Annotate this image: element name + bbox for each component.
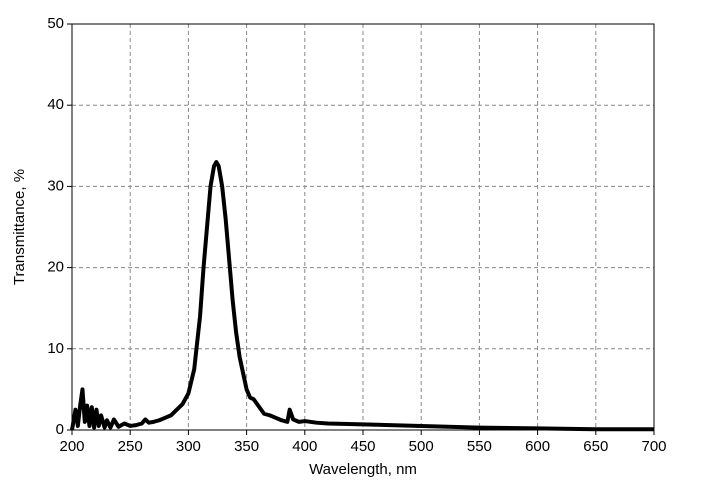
x-tick-label: 200	[59, 438, 84, 455]
x-tick-label: 600	[525, 438, 550, 455]
x-axis-label: Wavelength, nm	[309, 461, 417, 478]
x-tick-label: 400	[292, 438, 317, 455]
x-tick-label: 450	[350, 438, 375, 455]
y-tick-label: 50	[47, 15, 64, 32]
x-tick-label: 350	[234, 438, 259, 455]
y-tick-label: 30	[47, 177, 64, 194]
y-tick-label: 40	[47, 96, 64, 113]
x-tick-label: 650	[583, 438, 608, 455]
x-tick-label: 300	[176, 438, 201, 455]
y-axis-label: Transmittance, %	[11, 169, 28, 285]
y-tick-label: 0	[56, 421, 64, 438]
x-tick-label: 550	[467, 438, 492, 455]
x-tick-label: 500	[409, 438, 434, 455]
x-tick-label: 250	[118, 438, 143, 455]
y-tick-label: 10	[47, 340, 64, 357]
y-tick-label: 20	[47, 259, 64, 276]
data-line	[70, 160, 654, 432]
x-tick-label: 700	[641, 438, 666, 455]
plot-frame	[71, 23, 655, 431]
